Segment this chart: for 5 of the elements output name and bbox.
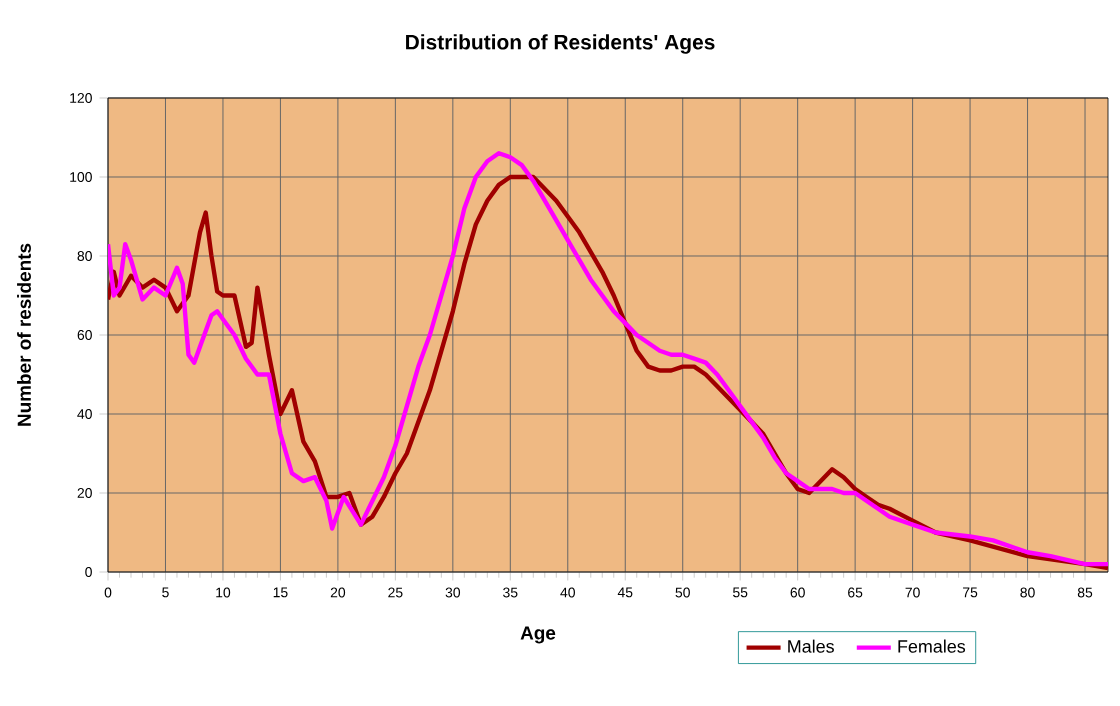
x-axis-title: Age	[520, 626, 556, 644]
legend-label: Males	[788, 639, 834, 653]
y-axis-title: Number of residents	[17, 243, 31, 426]
chart-title: Distribution of Residents' Ages	[406, 34, 715, 54]
legend-label: Females	[898, 639, 966, 653]
